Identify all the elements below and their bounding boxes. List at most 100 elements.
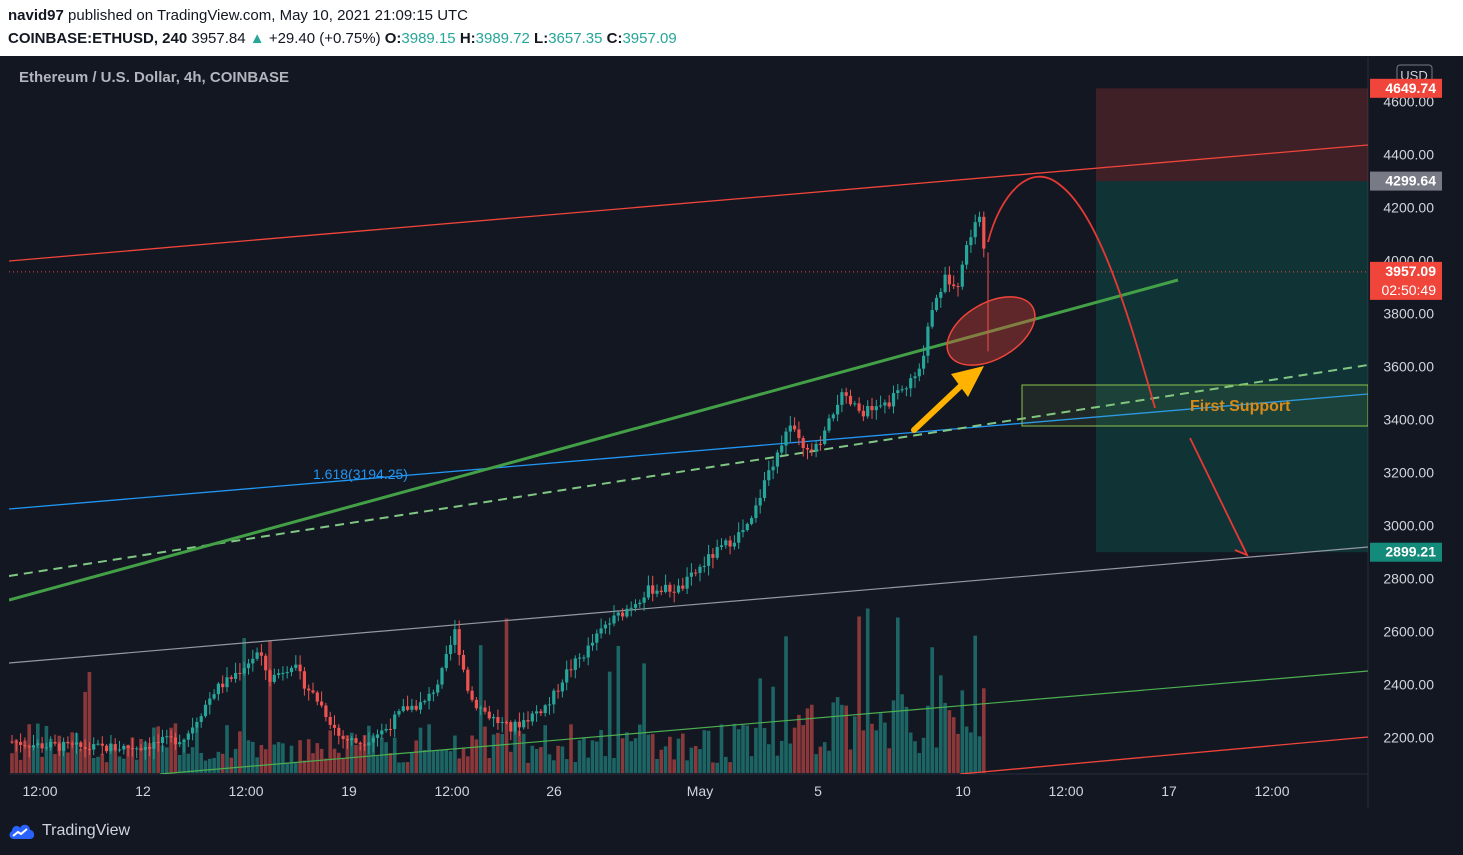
candle-body (406, 706, 410, 710)
candle-body (62, 741, 66, 751)
volume-bar (268, 640, 272, 773)
volume-bar (315, 743, 320, 773)
candle-body (350, 738, 354, 741)
volume-bar (233, 748, 238, 773)
candle-body (135, 748, 139, 750)
volume-bar (203, 760, 208, 773)
candle-body (909, 378, 913, 389)
volume-bar (122, 758, 126, 773)
volume-bar (728, 762, 732, 773)
candle-body (139, 748, 143, 750)
candle-body (328, 716, 332, 725)
volume-bar (401, 762, 406, 773)
volume-bar (797, 714, 801, 773)
candle-body (715, 547, 719, 558)
price-badge (1370, 542, 1442, 562)
time-axis[interactable]: 12:00 12 12:00 19 12:00 26 May 5 10 12:00 17 12:00 (22, 783, 1289, 799)
candle-body (595, 633, 599, 643)
volume-bar (487, 758, 492, 773)
candle-body (109, 744, 113, 752)
candle-body (216, 683, 220, 695)
dashed-trend-line[interactable] (9, 364, 1368, 577)
candle-body (745, 523, 749, 531)
volume-bar (831, 702, 836, 773)
take-profit-zone[interactable] (1096, 181, 1368, 553)
candle-body (453, 629, 457, 645)
volume-bar (964, 726, 969, 773)
fib-label[interactable]: 1.618(3194.25) (313, 466, 408, 482)
candle-body (552, 690, 556, 705)
candle-body (831, 414, 835, 419)
wick-highlight-ellipse[interactable] (935, 283, 1046, 379)
candle-body (294, 664, 298, 668)
candle-body (934, 297, 939, 311)
candle-body (509, 722, 513, 732)
footer (0, 812, 1463, 855)
volume-bars (10, 608, 986, 773)
channel-support-line[interactable] (9, 546, 1368, 664)
volume-bar (100, 753, 105, 773)
fib-extension-line[interactable] (9, 393, 1368, 510)
volume-bar (263, 749, 268, 773)
candle-body (590, 642, 595, 646)
low-label: L: (534, 30, 549, 47)
candle-body (143, 746, 147, 750)
candle-body (569, 669, 573, 671)
candle-body (676, 585, 681, 593)
main-trend-line[interactable] (9, 278, 1179, 602)
x-tick-label: 12:00 (434, 783, 469, 799)
stop-loss-zone[interactable] (1096, 88, 1368, 182)
candle-body (836, 404, 840, 415)
volume-bar (960, 690, 965, 773)
volume-bar (577, 740, 582, 773)
price-axis[interactable]: 2200.00 2400.00 2600.00 2800.00 3000.00 3200.… (1383, 94, 1434, 746)
volume-bar (444, 749, 449, 773)
candle-body (225, 677, 229, 688)
volume-bar (199, 752, 203, 773)
candle-body (608, 623, 612, 625)
tradingview-logo[interactable]: TradingView (8, 821, 130, 841)
publisher-name[interactable]: navid97 (8, 7, 64, 24)
volume-bar (943, 702, 947, 773)
volume-bar (466, 756, 470, 773)
candle-body (186, 733, 190, 740)
volume-bar (693, 745, 698, 773)
volume-bar (861, 730, 866, 773)
volume-bar (91, 757, 96, 773)
volume-bar (784, 636, 788, 773)
volume-bar (590, 740, 595, 773)
candle-body (500, 722, 504, 724)
volume-bar (642, 663, 646, 773)
candle-body (844, 392, 848, 396)
candle-body (539, 711, 543, 714)
volume-bar (612, 758, 616, 773)
volume-bar (792, 727, 797, 773)
candle-body (277, 673, 281, 675)
volume-bar (259, 745, 264, 773)
price-chart[interactable]: 1.618(3194.25) First Support Ethereum / … (0, 0, 1463, 812)
lower-red-line[interactable] (959, 736, 1368, 774)
x-tick-label: 12:00 (228, 783, 263, 799)
y-tick-label: 3800.00 (1383, 306, 1434, 322)
candle-body (672, 591, 676, 593)
lower-green-line[interactable] (159, 670, 1368, 774)
volume-bar (629, 741, 633, 773)
candle-body (939, 291, 943, 298)
yellow-arrow-icon[interactable] (911, 366, 984, 433)
candle-body (741, 530, 745, 533)
candle-body (582, 657, 586, 659)
candle-body (57, 743, 61, 751)
volume-bar (891, 700, 896, 773)
candle-body (814, 443, 818, 452)
volume-bar (754, 727, 758, 773)
projection-arrow-line[interactable] (1189, 437, 1248, 556)
volume-bar (354, 744, 358, 773)
candle-body (659, 590, 663, 593)
first-support-label[interactable]: First Support (1190, 398, 1291, 415)
channel-resistance-line[interactable] (9, 144, 1368, 262)
high-value: 3989.72 (475, 30, 530, 47)
volume-bar (586, 757, 590, 773)
first-support-box[interactable] (1021, 384, 1368, 427)
volume-bar (186, 753, 191, 773)
projection-curve[interactable] (987, 175, 1156, 409)
